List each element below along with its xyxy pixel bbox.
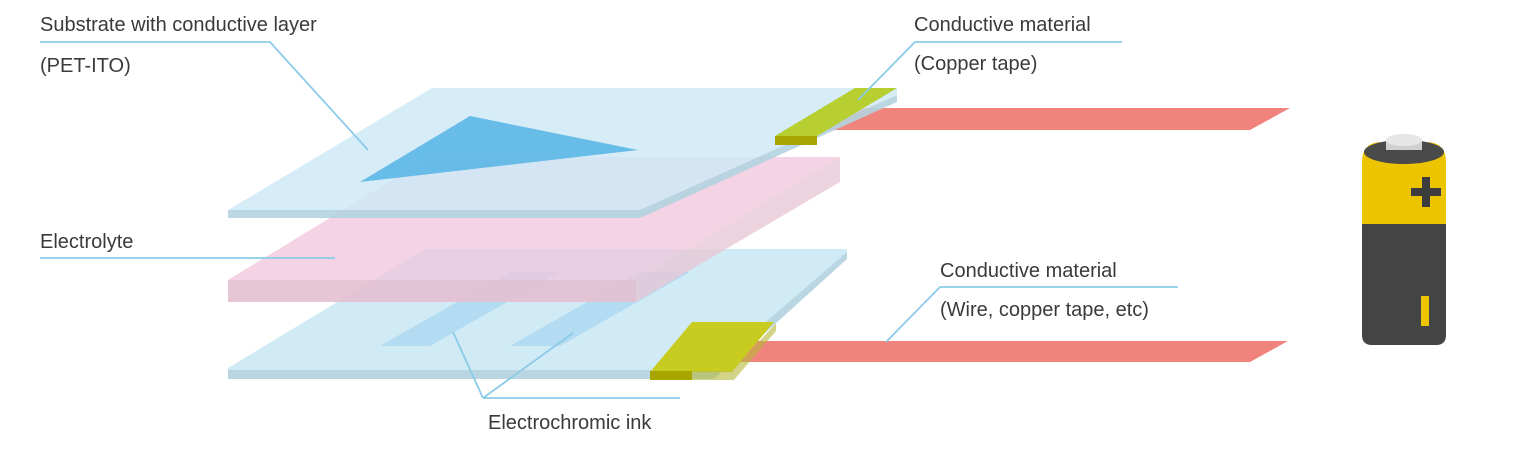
leader-ink <box>452 331 484 399</box>
bottom-wire <box>690 341 1288 362</box>
leader-ink-2 <box>482 332 574 399</box>
top-wire <box>800 108 1290 130</box>
label-conductive-bottom-line2: (Wire, copper tape, etc) <box>940 299 1149 321</box>
label-substrate-line1: Substrate with conductive layer <box>40 14 317 36</box>
leader-conductive-bottom <box>885 286 1178 343</box>
label-substrate-line2: (PET-ITO) <box>40 55 131 77</box>
label-electrolyte: Electrolyte <box>40 231 133 253</box>
leader-lines <box>40 41 1178 399</box>
label-electrochromic-ink: Electrochromic ink <box>488 412 652 434</box>
bottom-copper-tape <box>650 322 776 380</box>
ink-triangle <box>360 116 638 182</box>
top-copper-tape <box>775 88 897 145</box>
leader-conductive-top <box>857 41 1122 101</box>
leader-substrate <box>40 41 369 151</box>
label-conductive-top-line2: (Copper tape) <box>914 53 1037 75</box>
label-conductive-bottom-line1: Conductive material <box>940 260 1117 282</box>
battery-minus-symbol <box>1421 296 1429 326</box>
battery-icon <box>1362 134 1446 345</box>
label-conductive-top-line1: Conductive material <box>914 14 1091 36</box>
